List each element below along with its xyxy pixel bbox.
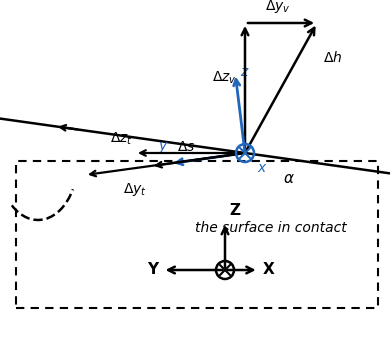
Text: $\Delta y_t$: $\Delta y_t$ <box>123 181 147 198</box>
Text: $\Delta y_v$: $\Delta y_v$ <box>265 0 291 15</box>
Text: Z: Z <box>229 203 240 218</box>
Text: Y: Y <box>147 263 159 277</box>
Text: X: X <box>262 263 274 277</box>
Text: $\Delta z_v$: $\Delta z_v$ <box>212 70 237 86</box>
Text: $z$: $z$ <box>240 65 250 79</box>
Text: $\alpha$: $\alpha$ <box>283 171 295 186</box>
Text: $\Delta s$: $\Delta s$ <box>177 140 195 154</box>
Text: $\Delta z_t$: $\Delta z_t$ <box>110 130 133 147</box>
Text: the surface in contact: the surface in contact <box>195 221 347 235</box>
Text: $\Delta h$: $\Delta h$ <box>323 50 342 66</box>
Text: $x$: $x$ <box>257 161 268 175</box>
Text: $y$: $y$ <box>158 140 169 155</box>
